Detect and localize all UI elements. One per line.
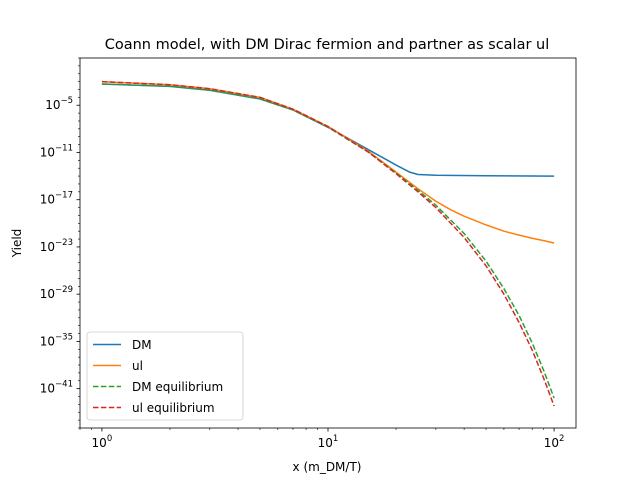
y-tick-label-5: 10−29 (40, 285, 73, 301)
x-tick-label-2: 101 (318, 434, 339, 450)
chart-title: Coann model, with DM Dirac fermion and p… (105, 37, 550, 53)
legend: DM ul DM equilibrium ul equilibrium (86, 331, 244, 421)
x-axis-label: x (m_DM/T) (293, 460, 362, 474)
y-axis: 10−5 10−11 10−17 10−23 10−29 10−35 10−41 (40, 57, 80, 429)
y-tick-label-6: 10−35 (40, 332, 73, 348)
y-tick-label-1: 10−5 (45, 96, 73, 112)
x-tick-label-3: 102 (544, 434, 565, 450)
y-tick-label-7: 10−41 (40, 380, 73, 396)
legend-label-3: DM equilibrium (132, 380, 223, 394)
x-tick-label-1: 100 (92, 434, 113, 450)
legend-box (86, 331, 244, 421)
y-axis-label: Yield (10, 229, 24, 259)
y-tick-label-3: 10−17 (40, 191, 73, 207)
legend-label-2: ul (132, 359, 143, 373)
series-line-2 (101, 80, 555, 244)
y-tick-label-4: 10−23 (40, 238, 73, 254)
x-axis: 100 101 102 (79, 428, 565, 450)
legend-label-4: ul equilibrium (132, 401, 215, 415)
y-tick-label-2: 10−11 (40, 143, 73, 159)
legend-label-1: DM (132, 338, 152, 352)
series-line-1 (101, 83, 555, 177)
series-line-4 (101, 80, 555, 407)
series-line-3 (101, 83, 555, 399)
